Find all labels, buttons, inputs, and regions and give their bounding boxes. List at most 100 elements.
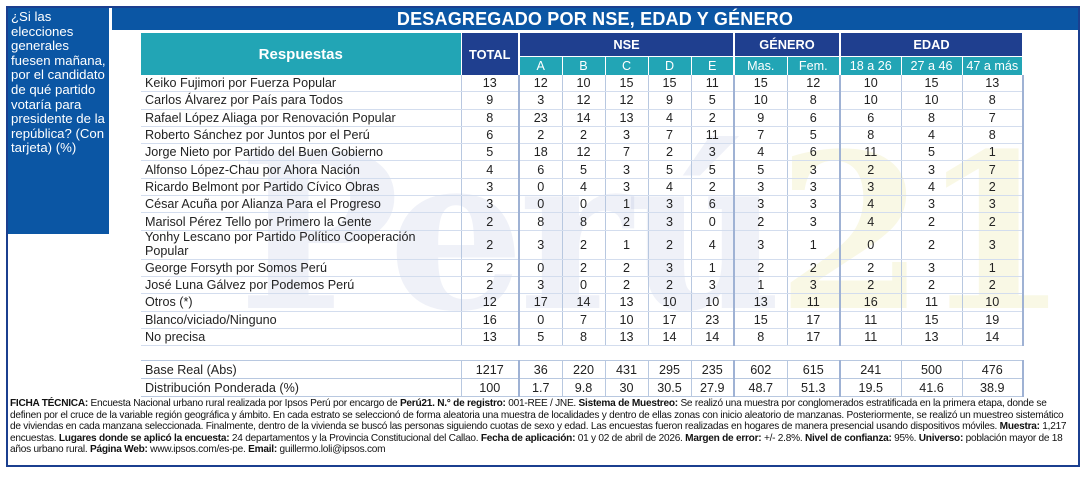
- value-cell: 0: [562, 195, 606, 214]
- value-cell: 0: [691, 212, 735, 231]
- value-cell: 3: [901, 259, 963, 277]
- value-cell: 8: [840, 126, 902, 145]
- value-cell: 13: [962, 75, 1024, 93]
- value-cell: 6: [787, 109, 841, 127]
- value-cell: 27.9: [691, 378, 735, 398]
- ficha-text: 01 y 02 de abril de 2026.: [575, 432, 686, 444]
- row-label: No precisa: [141, 328, 462, 347]
- value-cell: 23: [691, 311, 735, 329]
- total-cell: 4: [461, 160, 520, 179]
- value-cell: 14: [962, 328, 1024, 347]
- row-label: Yonhy Lescano por Partido Político Coope…: [141, 230, 462, 260]
- value-cell: 10: [691, 293, 735, 312]
- row-label: Carlos Álvarez por País para Todos: [141, 91, 462, 110]
- value-cell: 11: [691, 126, 735, 145]
- total-cell: 2: [461, 212, 520, 231]
- row-label: Otros (*): [141, 293, 462, 312]
- value-cell: 5: [691, 160, 735, 179]
- value-cell: 10: [562, 75, 606, 93]
- value-cell: 3: [734, 230, 788, 260]
- value-cell: 3: [787, 178, 841, 197]
- value-cell: 500: [901, 360, 963, 380]
- value-cell: 4: [840, 212, 902, 231]
- value-cell: 15: [734, 311, 788, 329]
- value-cell: 2: [734, 212, 788, 231]
- value-cell: 2: [605, 259, 649, 277]
- value-cell: 5: [787, 126, 841, 145]
- value-cell: 17: [648, 311, 692, 329]
- total-cell: 2: [461, 259, 520, 277]
- value-cell: 14: [648, 328, 692, 347]
- value-cell: 5: [648, 160, 692, 179]
- table-row: Carlos Álvarez por País para Todos 9 3 12 12…: [141, 91, 1024, 110]
- value-cell: 10: [734, 91, 788, 110]
- value-cell: 2: [519, 126, 563, 145]
- value-cell: 3: [648, 259, 692, 277]
- total-cell: 3: [461, 195, 520, 214]
- table-row: George Forsyth por Somos Perú 2 0 2 2 3 1 2 2 2 3 1: [141, 259, 1024, 277]
- value-cell: 1: [691, 259, 735, 277]
- total-cell: 5: [461, 143, 520, 162]
- value-cell: 3: [787, 160, 841, 179]
- value-cell: 2: [734, 259, 788, 277]
- total-cell: 12: [461, 293, 520, 312]
- value-cell: 30.5: [648, 378, 692, 398]
- value-cell: 2: [840, 259, 902, 277]
- total-cell: 3: [461, 178, 520, 197]
- value-cell: 2: [691, 109, 735, 127]
- value-cell: 241: [840, 360, 902, 380]
- value-cell: 3: [519, 230, 563, 260]
- table-row: Rafael López Aliaga por Renovación Popul…: [141, 109, 1024, 127]
- value-cell: 5: [562, 160, 606, 179]
- value-cell: 9: [734, 109, 788, 127]
- title-band: [112, 8, 1078, 30]
- total-header: TOTAL: [461, 33, 520, 75]
- row-label: Jorge Nieto por Partido del Buen Gobiern…: [141, 143, 462, 162]
- total-cell: 9: [461, 91, 520, 110]
- value-cell: 41.6: [901, 378, 963, 398]
- value-cell: 2: [562, 126, 606, 145]
- results-table: Respuestas TOTAL NSE GÉNERO EDAD A B C D E Mas.…: [141, 33, 1024, 398]
- value-cell: 3: [691, 143, 735, 162]
- table-row: Roberto Sánchez por Juntos por el Perú 6 2…: [141, 126, 1024, 145]
- survey-question: ¿Si las elecciones generales fuesen maña…: [8, 8, 109, 234]
- value-cell: 36: [519, 360, 563, 380]
- ficha-label: Lugares donde se aplicó la encuesta:: [58, 432, 230, 444]
- value-cell: 48.7: [734, 378, 788, 398]
- value-cell: 615: [787, 360, 841, 380]
- total-cell: 8: [461, 109, 520, 127]
- value-cell: 3: [691, 276, 735, 295]
- value-cell: 6: [691, 195, 735, 214]
- table-row: Blanco/viciado/Ninguno 16 0 7 10 17 23 15 17 11 15…: [141, 311, 1024, 329]
- value-cell: 7: [962, 109, 1024, 127]
- value-cell: 3: [901, 195, 963, 214]
- value-cell: 3: [962, 230, 1024, 260]
- value-cell: 10: [901, 91, 963, 110]
- value-cell: 1: [962, 259, 1024, 277]
- group-header-nse: NSE: [519, 33, 735, 57]
- value-cell: 4: [901, 126, 963, 145]
- value-cell: 4: [691, 230, 735, 260]
- group-header-género: GÉNERO: [734, 33, 841, 57]
- value-cell: 38.9: [962, 378, 1024, 398]
- value-cell: 12: [787, 75, 841, 93]
- ficha-text: www.ipsos.com/es-pe.: [147, 444, 249, 456]
- ficha-text: +/- 2.8%.: [761, 432, 805, 444]
- ficha-text: población mayor de 18 años urbano rural.: [10, 432, 1063, 456]
- column-header: E: [691, 56, 735, 75]
- value-cell: 12: [562, 143, 606, 162]
- value-cell: 2: [648, 230, 692, 260]
- value-cell: 3: [605, 160, 649, 179]
- value-cell: 0: [519, 178, 563, 197]
- row-label: Distribución Ponderada (%): [141, 378, 462, 398]
- ficha-text: Se realizó una muestra por conglomerados…: [10, 398, 1064, 433]
- value-cell: 15: [901, 75, 963, 93]
- row-label: Keiko Fujimori por Fuerza Popular: [141, 75, 462, 93]
- ficha-label: Sistema de Muestreo:: [578, 398, 679, 409]
- value-cell: 2: [562, 259, 606, 277]
- value-cell: 5: [519, 328, 563, 347]
- value-cell: 5: [734, 160, 788, 179]
- value-cell: 7: [648, 126, 692, 145]
- value-cell: 51.3: [787, 378, 841, 398]
- row-label: Base Real (Abs): [141, 360, 462, 380]
